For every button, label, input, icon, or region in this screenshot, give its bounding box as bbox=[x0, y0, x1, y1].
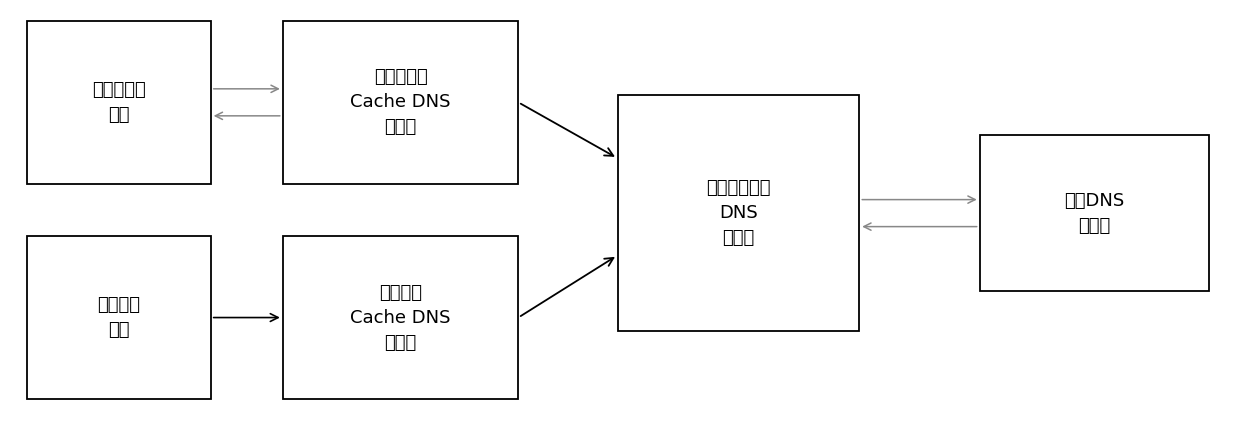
Bar bbox=[980, 135, 1209, 291]
Text: 权威DNS
服务器: 权威DNS 服务器 bbox=[1064, 192, 1125, 235]
Text: 黑龙江联通
Cache DNS
服务器: 黑龙江联通 Cache DNS 服务器 bbox=[350, 68, 451, 136]
Bar bbox=[618, 95, 859, 331]
Bar bbox=[283, 21, 518, 184]
Bar bbox=[27, 236, 211, 399]
Text: 黑龙江联通
用户: 黑龙江联通 用户 bbox=[92, 81, 146, 124]
Text: 辽宁联通
用户: 辽宁联通 用户 bbox=[98, 296, 140, 339]
Text: 辽宁联通
Cache DNS
服务器: 辽宁联通 Cache DNS 服务器 bbox=[350, 284, 451, 352]
Bar bbox=[283, 236, 518, 399]
Bar bbox=[27, 21, 211, 184]
Text: 辽宁联通递归
DNS
服务器: 辽宁联通递归 DNS 服务器 bbox=[706, 179, 771, 247]
